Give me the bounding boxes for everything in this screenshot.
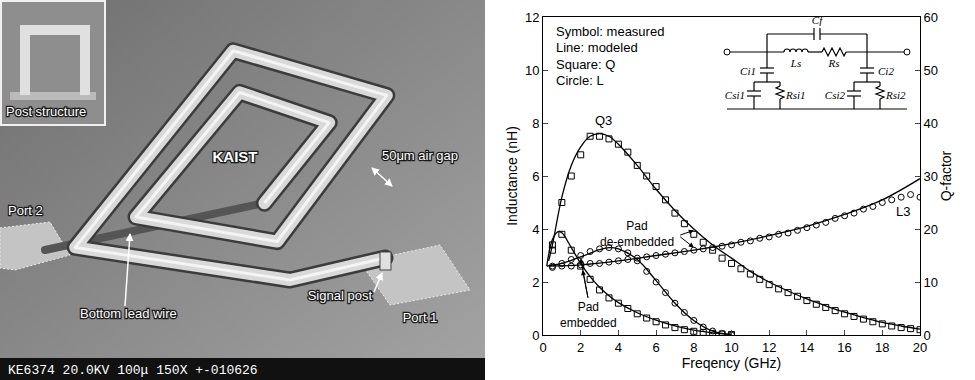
svg-text:40: 40 xyxy=(924,116,938,131)
svg-text:Q3: Q3 xyxy=(595,113,612,128)
svg-text:10: 10 xyxy=(924,275,938,290)
svg-text:10: 10 xyxy=(724,340,738,355)
svg-text:16: 16 xyxy=(837,340,851,355)
svg-text:KAIST: KAIST xyxy=(213,148,258,165)
svg-text:Post structure: Post structure xyxy=(6,104,86,119)
svg-text:Port 2: Port 2 xyxy=(8,203,43,218)
svg-text:18: 18 xyxy=(875,340,889,355)
svg-text:4: 4 xyxy=(615,340,622,355)
svg-text:6: 6 xyxy=(532,169,539,184)
svg-text:60: 60 xyxy=(924,10,938,25)
svg-text:50: 50 xyxy=(924,63,938,78)
svg-text:Csi1: Csi1 xyxy=(725,89,745,101)
svg-text:Ls: Ls xyxy=(790,57,801,69)
svg-text:12: 12 xyxy=(762,340,776,355)
svg-text:14: 14 xyxy=(800,340,814,355)
svg-text:10: 10 xyxy=(525,63,539,78)
svg-text:12: 12 xyxy=(525,10,539,25)
svg-text:50μm air gap: 50μm air gap xyxy=(382,148,458,163)
svg-text:Port 1: Port 1 xyxy=(403,310,438,325)
svg-text:2: 2 xyxy=(577,340,584,355)
svg-text:Csi2: Csi2 xyxy=(825,89,846,101)
svg-text:Rsi2: Rsi2 xyxy=(885,89,906,101)
svg-text:20: 20 xyxy=(913,340,927,355)
svg-text:0: 0 xyxy=(532,328,539,343)
svg-text:Inductance (nH): Inductance (nH) xyxy=(504,126,520,226)
svg-text:Padde-embedded: Padde-embedded xyxy=(600,219,674,249)
svg-text:Bottom lead wire: Bottom lead wire xyxy=(80,306,177,321)
svg-text:Circle: L: Circle: L xyxy=(556,73,604,88)
svg-text:4: 4 xyxy=(532,222,539,237)
svg-text:0: 0 xyxy=(924,328,931,343)
svg-text:Symbol: measured: Symbol: measured xyxy=(556,24,664,39)
svg-text:0: 0 xyxy=(539,340,546,355)
svg-text:Rsi1: Rsi1 xyxy=(785,89,806,101)
svg-text:Freqency (GHz): Freqency (GHz) xyxy=(682,355,782,371)
svg-text:20: 20 xyxy=(924,222,938,237)
svg-text:Rs: Rs xyxy=(828,57,840,69)
svg-text:L3: L3 xyxy=(896,204,910,219)
svg-text:2: 2 xyxy=(532,275,539,290)
svg-text:Ci1: Ci1 xyxy=(740,65,756,77)
svg-text:Cf: Cf xyxy=(812,14,824,26)
svg-text:8: 8 xyxy=(532,116,539,131)
svg-text:Line: modeled: Line: modeled xyxy=(556,40,638,55)
svg-text:6: 6 xyxy=(652,340,659,355)
svg-text:8: 8 xyxy=(690,340,697,355)
svg-text:Signal post: Signal post xyxy=(308,288,373,303)
svg-text:Q-factor: Q-factor xyxy=(938,150,954,201)
svg-text:30: 30 xyxy=(924,169,938,184)
svg-text:Padembedded: Padembedded xyxy=(560,300,617,330)
svg-text:KE6374 20.0KV 100μ 150X +-0106: KE6374 20.0KV 100μ 150X +-010626 xyxy=(8,363,258,378)
svg-text:Square: Q: Square: Q xyxy=(556,57,615,72)
svg-text:Ci2: Ci2 xyxy=(878,65,894,77)
